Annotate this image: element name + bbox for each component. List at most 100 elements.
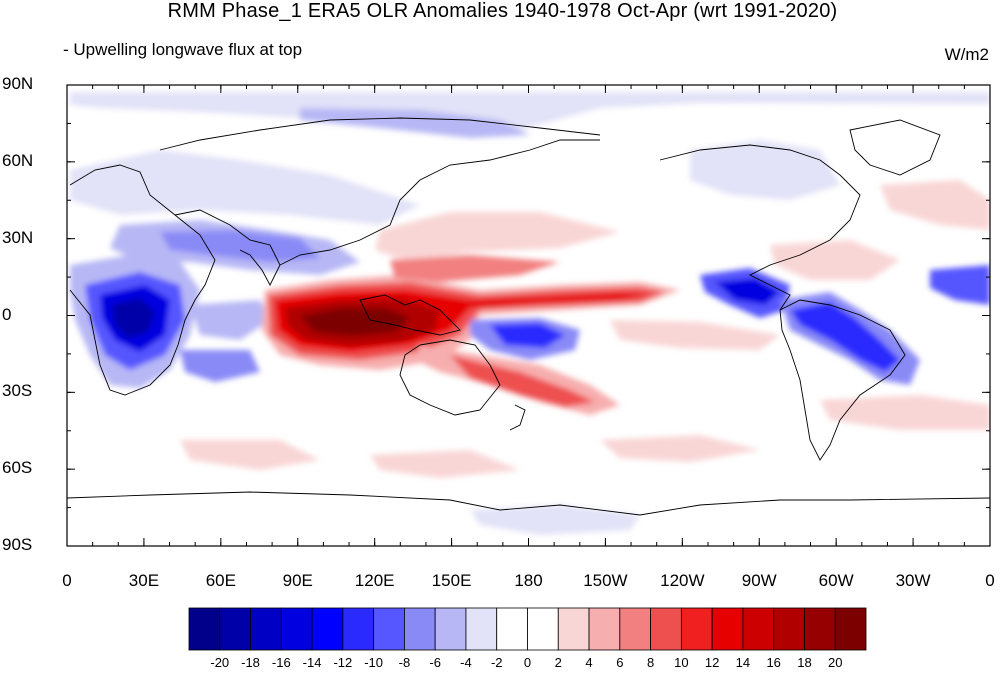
colorbar-swatch: [188, 607, 221, 651]
anomaly-east-pacific-light: [610, 320, 780, 350]
colorbar-tick-label: -6: [429, 655, 441, 670]
colorbar-tick-label: -2: [490, 655, 503, 670]
anomaly-north-pacific-light: [375, 212, 620, 262]
lon-tick-label: 180: [514, 571, 543, 590]
coast-australia: [399, 339, 501, 416]
coast-north-eurasia: [159, 117, 601, 151]
colorbar-tick-label: 0: [523, 655, 532, 670]
anomaly-field: [67, 85, 990, 546]
colorbar-swatch: [219, 607, 251, 651]
coast-indonesia: [359, 294, 461, 336]
lon-tick-label: 90W: [741, 571, 777, 590]
anomaly-antarctic-light: [470, 505, 640, 535]
anomaly-central-america-core: [715, 278, 780, 305]
colorbar-swatch: [619, 607, 651, 651]
colorbar-swatch: [311, 607, 344, 651]
coast-antarctica: [67, 491, 990, 516]
anomaly-southern-ocean-patch-3: [600, 435, 760, 462]
lon-tick-label: 0: [62, 571, 72, 590]
anomaly-southern-ocean-patch-2: [370, 450, 520, 478]
lon-tick-label: 150W: [583, 571, 628, 590]
anomaly-north-pacific-band: [390, 255, 560, 282]
coastlines: [67, 117, 990, 516]
coast-north-america: [659, 144, 861, 311]
lon-tick-label: 30E: [128, 571, 160, 590]
colorbar-tick-label: -4: [460, 655, 472, 670]
anomaly-equatorial-pacific-core: [490, 323, 565, 348]
colorbar-swatch: [280, 607, 313, 651]
colorbar: [188, 607, 867, 651]
lat-tick-label: 60N: [2, 150, 34, 170]
coast-africa: [69, 164, 216, 396]
colorbar-tick-label: -18: [241, 655, 260, 670]
coast-greenland: [849, 119, 941, 176]
map-subtitle: - Upwelling longwave flux at top: [63, 40, 303, 59]
lon-tick-label: 60E: [205, 571, 236, 590]
coast-east-asia: [279, 139, 600, 266]
map-title: RMM Phase_1 ERA5 OLR Anomalies 1940-1978…: [167, 0, 838, 22]
lon-tick-label: 120W: [660, 571, 705, 590]
lat-tick-label: 30S: [2, 381, 33, 401]
colorbar-tick-label: -16: [271, 655, 291, 670]
anomaly-south-atlantic-light: [820, 395, 990, 430]
anomaly-south-asia-negative-core: [160, 230, 320, 262]
colorbar-swatch: [527, 607, 559, 651]
colorbar-tick-label: 4: [585, 655, 593, 670]
coast-south-america: [779, 299, 906, 461]
lon-tick-label: 60W: [818, 571, 854, 590]
lat-tick-label: 90N: [2, 74, 34, 93]
anomaly-maritime-peak: [300, 308, 410, 336]
colorbar-swatch: [680, 607, 713, 651]
colorbar-swatch: [711, 607, 744, 651]
lat-tick-label: 30N: [2, 227, 34, 247]
colorbar-tick-label: 14: [735, 655, 751, 670]
anomaly-madagascar-patch: [180, 350, 260, 382]
colorbar-tick-label: 20: [827, 655, 843, 670]
colorbar-tick-label: 12: [704, 655, 720, 670]
anomaly-indian-ocean-patch: [190, 300, 270, 340]
lon-tick-label: 120E: [354, 571, 395, 590]
units-label: W/m2: [944, 45, 989, 64]
colorbar-swatch: [834, 607, 867, 651]
lon-tick-label: 90E: [282, 571, 313, 590]
colorbar-tick-label: 18: [797, 655, 812, 670]
colorbar-swatch: [404, 607, 436, 651]
colorbar-tick-label: -14: [302, 655, 322, 670]
colorbar-swatch: [588, 607, 621, 651]
anomaly-arctic-negative-core: [300, 108, 530, 138]
anomaly-eurasia-light: [70, 150, 420, 225]
anomaly-spcz-core: [450, 355, 595, 407]
lat-tick-label: 60S: [2, 458, 33, 478]
colorbar-swatch: [250, 607, 282, 651]
lon-tick-label: 0: [985, 571, 995, 590]
lat-tick-label: 90S: [2, 535, 33, 554]
lat-tick-label: 0: [2, 304, 12, 324]
colorbar-swatch: [650, 607, 682, 651]
anomaly-north-atlantic-light: [880, 180, 990, 230]
colorbar-swatch: [496, 607, 528, 651]
anomaly-atlantic-negative: [930, 265, 990, 305]
axis-ticks: [66, 84, 991, 547]
colorbar-tick-label: 8: [646, 655, 655, 670]
colorbar-swatch: [557, 607, 590, 651]
colorbar-swatch: [465, 607, 498, 651]
colorbar-tick-label: 6: [616, 655, 624, 670]
lon-tick-label: 30W: [895, 571, 931, 590]
colorbar-tick-label: -20: [210, 655, 230, 670]
anomaly-arctic-negative: [70, 92, 990, 130]
colorbar-tick-label: 16: [766, 655, 781, 670]
coast-new-zealand: [509, 404, 526, 431]
coast-arabia-india: [174, 209, 281, 286]
colorbar-tick-label: 10: [674, 655, 689, 670]
colorbar-swatch: [773, 607, 805, 651]
colorbar-swatch: [742, 607, 775, 651]
anomaly-sacz-core: [790, 302, 900, 372]
anomaly-africa-peak: [112, 298, 155, 338]
anomaly-north-america-light: [690, 140, 840, 200]
colorbar-swatch: [804, 607, 836, 651]
colorbar-swatch: [434, 607, 467, 651]
colorbar-tick-label: -12: [333, 655, 353, 670]
colorbar-swatch: [342, 607, 375, 651]
anomaly-southern-ocean-patch-1: [180, 440, 320, 470]
